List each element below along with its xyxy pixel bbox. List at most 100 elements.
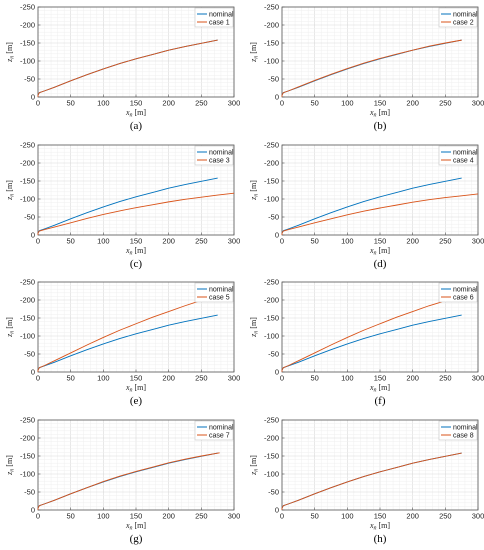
chart-panel-f: 0 50 100 150 200 250 300 0 -50 -100 -150 -200 -250 xn… xyxy=(249,278,484,407)
grid xyxy=(37,144,235,236)
y-tick-label: 0 xyxy=(31,93,35,102)
legend-label: nominal xyxy=(209,286,234,293)
y-tick-label: -50 xyxy=(24,213,35,222)
chart-panel-h: 0 50 100 150 200 250 300 0 -50 -100 -150 -200 -250 xn… xyxy=(249,416,484,545)
x-axis-label: xn [m] xyxy=(369,521,390,532)
y-tick-label: -100 xyxy=(20,332,35,341)
x-tick-label: 150 xyxy=(130,99,143,108)
y-axis-label-unit: [m] xyxy=(249,455,258,469)
x-axis-label-unit: [m] xyxy=(133,383,147,392)
legend-label: nominal xyxy=(209,11,234,18)
x-tick-label: 50 xyxy=(310,512,318,521)
x-tick-label: 150 xyxy=(130,512,143,521)
legend-label: nominal xyxy=(453,11,478,18)
y-axis-label-subscript: n xyxy=(254,331,260,334)
y-tick-label: 0 xyxy=(275,368,279,377)
y-tick-label: 0 xyxy=(275,93,279,102)
y-axis-label-unit: [m] xyxy=(5,317,14,331)
y-tick-label: -250 xyxy=(264,3,279,12)
y-tick-label: -50 xyxy=(24,350,35,359)
x-axis-label-subscript: n xyxy=(374,251,377,257)
y-tick-label: -100 xyxy=(264,57,279,66)
x-axis-label-subscript: n xyxy=(130,113,133,119)
x-axis-label-subscript: n xyxy=(130,388,133,394)
x-tick-label: 100 xyxy=(341,374,354,383)
y-tick-label: -100 xyxy=(264,470,279,479)
x-tick-label: 0 xyxy=(280,99,284,108)
y-axis-label-unit: [m] xyxy=(5,180,14,194)
y-tick-label: -50 xyxy=(268,350,279,359)
x-tick-label: 300 xyxy=(472,99,484,108)
y-axis-label: zn [m] xyxy=(249,180,260,201)
chart-panel-e: 0 50 100 150 200 250 300 0 -50 -100 -150 -200 -250 xn… xyxy=(5,278,240,407)
x-tick-label: 100 xyxy=(341,237,354,246)
x-tick-label: 50 xyxy=(310,374,318,383)
series-line-nominal xyxy=(281,177,462,235)
x-tick-label: 200 xyxy=(406,99,419,108)
y-axis-label: zn [m] xyxy=(5,317,16,338)
x-axis-label-subscript: n xyxy=(130,251,133,257)
x-tick-label: 150 xyxy=(374,237,387,246)
x-tick-label: 250 xyxy=(195,374,208,383)
y-tick-label: -200 xyxy=(20,21,35,30)
y-tick-label: -150 xyxy=(264,177,279,186)
x-axis-label-unit: [m] xyxy=(377,521,391,530)
x-tick-label: 300 xyxy=(228,99,241,108)
x-tick-label: 150 xyxy=(374,512,387,521)
x-tick-label: 150 xyxy=(374,374,387,383)
x-tick-label: 250 xyxy=(195,512,208,521)
legend-label: nominal xyxy=(209,424,234,431)
x-tick-label: 250 xyxy=(439,374,452,383)
y-tick-label: -250 xyxy=(20,416,35,425)
y-axis-label-unit: [m] xyxy=(249,180,258,194)
x-tick-label: 50 xyxy=(310,237,318,246)
y-tick-label: -50 xyxy=(268,213,279,222)
legend-label: nominal xyxy=(453,424,478,431)
panel-label: (d) xyxy=(374,258,387,270)
y-tick-label: -50 xyxy=(268,75,279,84)
y-tick-label: -200 xyxy=(20,434,35,443)
x-axis-label-unit: [m] xyxy=(377,246,391,255)
x-tick-label: 200 xyxy=(406,512,419,521)
x-axis-label-subscript: n xyxy=(374,388,377,394)
x-axis-label: xn [m] xyxy=(125,246,146,257)
x-tick-label: 0 xyxy=(36,374,40,383)
chart-panel-c: 0 50 100 150 200 250 300 0 -50 -100 -150 -200 -250 xn… xyxy=(5,141,240,270)
x-axis-label-unit: [m] xyxy=(133,108,147,117)
x-tick-label: 100 xyxy=(341,512,354,521)
x-tick-label: 50 xyxy=(310,99,318,108)
x-axis-label: xn [m] xyxy=(369,383,390,394)
x-tick-label: 0 xyxy=(280,512,284,521)
y-tick-label: -200 xyxy=(264,296,279,305)
series-line-nominal xyxy=(281,314,462,372)
x-axis-label-subscript: n xyxy=(374,113,377,119)
y-axis-label-unit: [m] xyxy=(5,455,14,469)
y-axis-label-subscript: n xyxy=(10,56,16,59)
x-tick-label: 0 xyxy=(36,512,40,521)
legend-label: case 7 xyxy=(209,432,230,439)
y-axis-label-subscript: n xyxy=(254,56,260,59)
y-axis-label-subscript: n xyxy=(10,194,16,197)
y-axis-label: zn [m] xyxy=(5,42,16,63)
series-line-case xyxy=(37,452,220,510)
legend-label: nominal xyxy=(453,149,478,156)
x-axis-label: xn [m] xyxy=(125,108,146,119)
chart-panel-a: 0 50 100 150 200 250 300 0 -50 -100 -150 -200 -250 xn… xyxy=(5,3,240,132)
y-axis-label-subscript: n xyxy=(10,331,16,334)
series-line-case xyxy=(281,39,462,97)
x-axis-label-unit: [m] xyxy=(133,521,147,530)
y-tick-label: -150 xyxy=(20,177,35,186)
y-tick-label: -150 xyxy=(20,314,35,323)
x-axis-label-subscript: n xyxy=(130,526,133,532)
panel-label: (g) xyxy=(130,533,143,545)
y-tick-label: -250 xyxy=(20,3,35,12)
x-tick-label: 200 xyxy=(406,374,419,383)
x-tick-label: 250 xyxy=(439,512,452,521)
x-tick-label: 300 xyxy=(472,237,484,246)
y-tick-label: 0 xyxy=(275,506,279,515)
x-tick-label: 50 xyxy=(66,99,74,108)
